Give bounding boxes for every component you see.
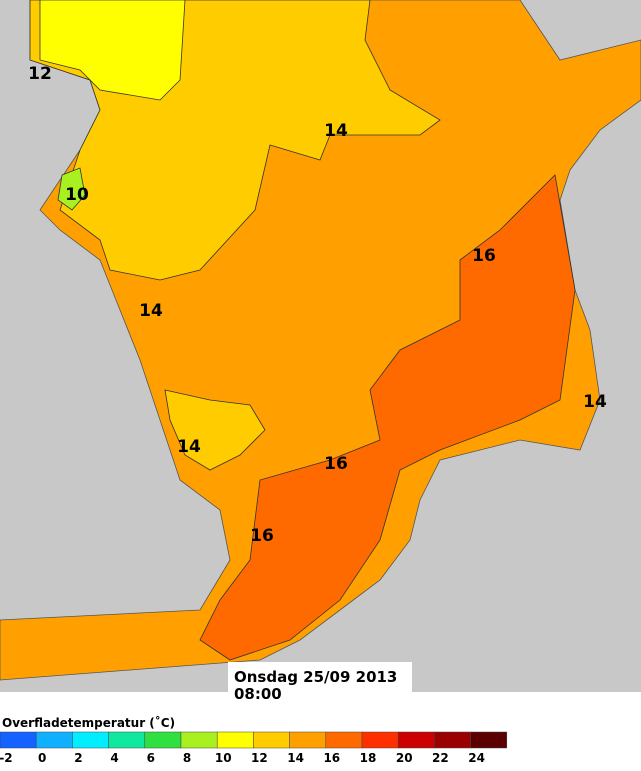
- legend-tick-label: -2: [0, 751, 13, 765]
- legend-swatch: [0, 731, 37, 749]
- legend-tick-label: 20: [396, 751, 413, 765]
- legend-tick-label: 6: [147, 751, 155, 765]
- timestamp-date: Onsdag 25/09 2013: [234, 668, 397, 686]
- legend-tick-label: 24: [468, 751, 485, 765]
- legend-swatch: [108, 731, 146, 749]
- contour-label: 14: [139, 301, 163, 321]
- contour-label: 16: [472, 246, 496, 266]
- legend-swatch: [325, 731, 363, 749]
- timestamp-box: [228, 662, 412, 706]
- contour-label: 14: [177, 437, 201, 457]
- contour-label: 14: [583, 392, 607, 412]
- legend-tick-label: 12: [251, 751, 268, 765]
- legend-swatch: [361, 731, 399, 749]
- legend-tick-label: 10: [215, 751, 232, 765]
- legend-swatch: [289, 731, 327, 749]
- legend-swatch: [216, 731, 254, 749]
- legend-tick-label: 0: [38, 751, 46, 765]
- timestamp-time: 08:00: [234, 685, 282, 703]
- legend-tick-label: 8: [183, 751, 191, 765]
- legend-title: Overfladetemperatur (˚C): [2, 715, 175, 730]
- legend-tick-label: 18: [360, 751, 377, 765]
- legend-tick-label: 4: [110, 751, 118, 765]
- contour-label: 10: [65, 185, 89, 205]
- contour-label: 16: [250, 526, 274, 546]
- legend-swatch: [434, 731, 471, 749]
- legend-tick-label: 14: [287, 751, 304, 765]
- legend-swatch: [35, 731, 73, 749]
- sea-8-10: [57, 167, 86, 211]
- sea-12-14: [164, 389, 266, 471]
- legend-swatch: [180, 731, 218, 749]
- contour-label: 12: [28, 64, 52, 84]
- legend-swatch: [397, 731, 435, 749]
- legend-swatch: [144, 731, 182, 749]
- legend-swatch: [72, 731, 109, 749]
- contour-label: 14: [324, 121, 348, 141]
- sea-16-18: [199, 174, 576, 661]
- legend-tick-label: 2: [74, 751, 82, 765]
- legend-tick-label: 22: [432, 751, 449, 765]
- legend-swatch: [253, 731, 290, 749]
- legend-tick-label: 16: [323, 751, 340, 765]
- legend-swatch: [470, 731, 508, 749]
- contour-label: 16: [324, 454, 348, 474]
- sea-10-12: [39, 0, 186, 101]
